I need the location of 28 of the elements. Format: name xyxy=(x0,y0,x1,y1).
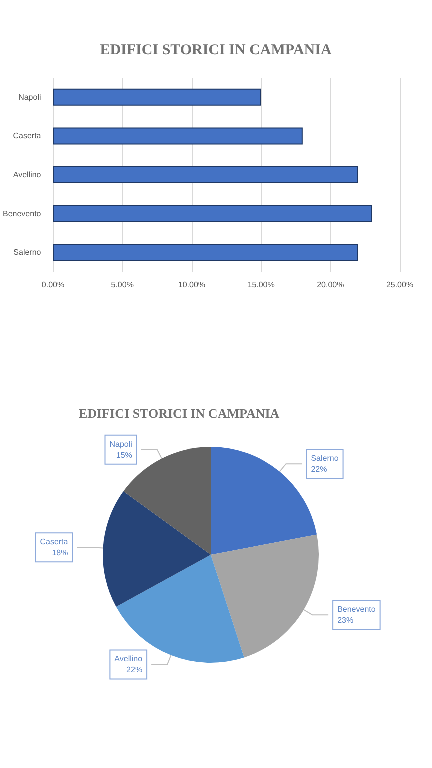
x-tick-label: 0.00% xyxy=(42,280,65,290)
y-tick-label: Benevento xyxy=(2,209,42,218)
data-label: 22% xyxy=(126,666,143,675)
x-tick-label: 10.00% xyxy=(178,280,206,290)
bar xyxy=(53,244,358,262)
data-label: 15% xyxy=(116,450,132,460)
bar xyxy=(53,205,372,222)
slice-label: Napoli xyxy=(110,440,133,449)
data-label: 23% xyxy=(338,616,354,626)
y-tick-label: Salerno xyxy=(14,248,42,258)
bar xyxy=(53,128,303,145)
chart-title: EDIFICI STORICI IN CAMPANIA xyxy=(100,42,332,58)
x-tick-label: 5.00% xyxy=(111,280,134,290)
slice-label: Caserta xyxy=(40,538,69,547)
x-tick-label: 20.00% xyxy=(317,280,344,290)
bar xyxy=(53,166,358,184)
slice-label: Salerno xyxy=(311,454,340,464)
y-tick-label: Caserta xyxy=(13,132,42,141)
data-label: 18% xyxy=(52,548,68,558)
x-tick-label: 15.00% xyxy=(248,280,275,290)
x-tick-label: 25.00% xyxy=(386,280,414,290)
y-tick-label: Avellino xyxy=(13,170,42,180)
slice-label: Avellino xyxy=(114,654,144,664)
y-tick-label: Napoli xyxy=(18,92,42,102)
data-label: 22% xyxy=(311,465,328,474)
bar xyxy=(53,88,262,106)
slice-label: Benevento xyxy=(338,605,376,614)
chart-title: EDIFICI STORICI IN CAMPANIA xyxy=(79,406,280,421)
